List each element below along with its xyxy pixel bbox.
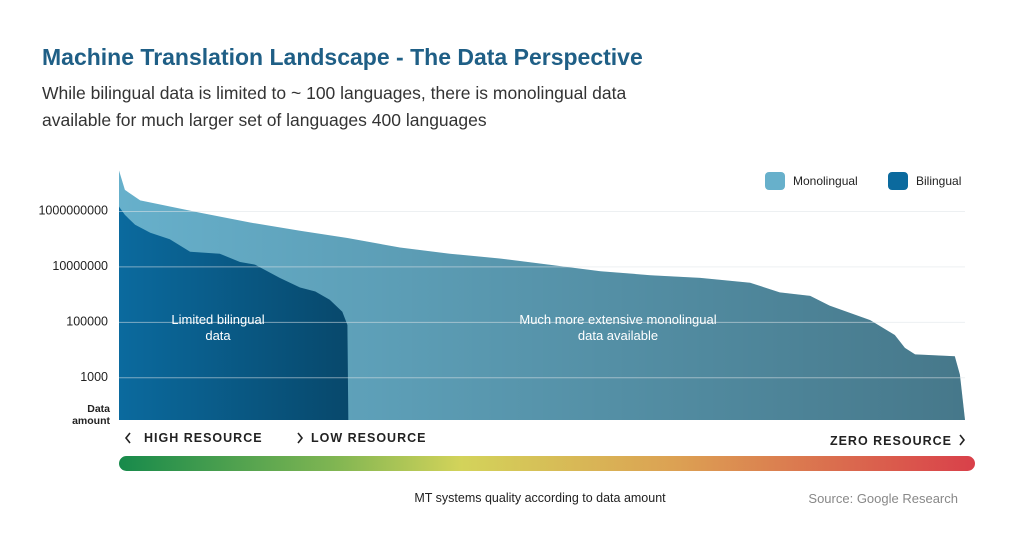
- annotation: Limited bilingual data: [171, 312, 265, 343]
- resource-label: LOW RESOURCE: [311, 431, 427, 445]
- legend-swatch: [765, 172, 785, 190]
- legend-swatch: [888, 172, 908, 190]
- y-tick-label: 10000000: [52, 259, 108, 273]
- quality-gradient-bar: [119, 456, 975, 471]
- y-tick-label: 100000: [66, 315, 108, 329]
- legend-label: Monolingual: [793, 174, 858, 188]
- legend-label: Bilingual: [916, 174, 961, 188]
- chevron-right: [959, 434, 966, 446]
- annotation: Much more extensive monolingual data ava…: [519, 312, 717, 343]
- resource-label: HIGH RESOURCE: [144, 431, 263, 445]
- y-tick-label: 1000000000: [38, 204, 108, 218]
- source: Source: Google Research: [808, 491, 958, 506]
- area-shade: [119, 206, 349, 420]
- title: Machine Translation Landscape - The Data…: [42, 44, 643, 70]
- chevron-left: [124, 432, 131, 444]
- y-axis-label: Data amount: [72, 403, 110, 427]
- chevron-right: [297, 432, 304, 444]
- subtitle: While bilingual data is limited to ~ 100…: [42, 83, 627, 130]
- resource-label: ZERO RESOURCE: [829, 434, 952, 448]
- y-tick-label: 1000: [80, 370, 108, 384]
- caption: MT systems quality according to data amo…: [414, 491, 666, 505]
